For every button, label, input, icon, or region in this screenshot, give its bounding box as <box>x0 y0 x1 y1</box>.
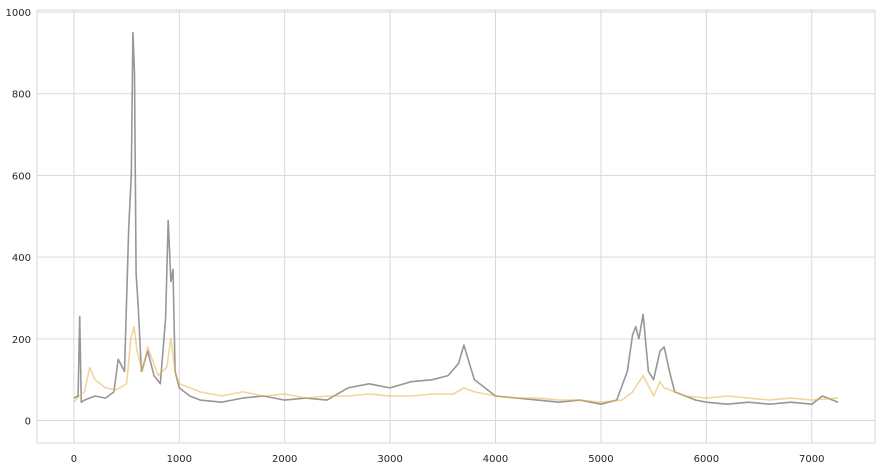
plot-area <box>36 9 876 444</box>
series-line-2 <box>73 325 839 404</box>
x-tick-label: 3000 <box>377 454 402 465</box>
series-layer <box>73 31 839 406</box>
tick-labels: 0 1000 2000 3000 4000 5000 6000 7000 0 200 400 600 8… <box>6 8 825 465</box>
y-tick-label: 0 <box>25 417 31 428</box>
x-tick-label: 4000 <box>483 454 508 465</box>
x-tick-label: 0 <box>71 454 77 465</box>
y-tick-label: 400 <box>12 253 31 264</box>
x-tick-label: 6000 <box>694 454 719 465</box>
x-tick-label: 7000 <box>799 454 824 465</box>
grid <box>37 10 875 443</box>
series-line-1 <box>73 31 839 406</box>
y-tick-label: 1000 <box>6 8 31 19</box>
y-tick-label: 600 <box>12 171 31 182</box>
y-tick-label: 200 <box>12 335 31 346</box>
x-tick-label: 2000 <box>272 454 297 465</box>
y-tick-label: 800 <box>12 90 31 101</box>
x-tick-label: 5000 <box>588 454 613 465</box>
x-tick-label: 1000 <box>167 454 192 465</box>
